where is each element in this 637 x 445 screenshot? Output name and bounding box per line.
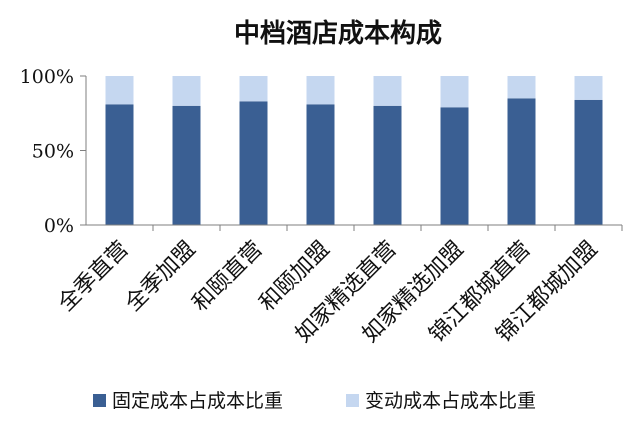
bars <box>105 76 603 225</box>
chart-title: 中档酒店成本构成 <box>234 19 442 49</box>
bar-fixed-7 <box>507 98 536 225</box>
legend-swatch-variable <box>346 394 359 407</box>
bar-variable-7 <box>507 76 536 99</box>
x-tick-label: 和颐直营 <box>188 237 268 317</box>
legend-swatch-fixed <box>93 394 106 407</box>
y-tick-label: 100% <box>20 66 74 88</box>
bar-fixed-8 <box>574 99 603 225</box>
y-tick-label: 0% <box>44 215 74 237</box>
bar-fixed-2 <box>172 105 201 225</box>
x-tick-label: 全季直营 <box>54 237 134 317</box>
bar-fixed-1 <box>105 104 134 225</box>
y-axis: 0% 50% 100% <box>20 66 87 237</box>
bar-fixed-5 <box>373 105 402 225</box>
bar-fixed-3 <box>239 101 268 225</box>
bar-fixed-4 <box>306 104 335 225</box>
x-tick-label: 全季加盟 <box>121 237 201 317</box>
bar-variable-6 <box>440 76 469 108</box>
bar-variable-8 <box>574 76 603 100</box>
bar-variable-1 <box>105 76 134 105</box>
bar-fixed-6 <box>440 107 469 225</box>
bar-variable-5 <box>373 76 402 106</box>
legend-label-fixed: 固定成本占成本比重 <box>112 390 283 412</box>
legend: 固定成本占成本比重 变动成本占成本比重 <box>93 390 536 412</box>
bar-variable-2 <box>172 76 201 106</box>
legend-label-variable: 变动成本占成本比重 <box>365 390 536 412</box>
bar-variable-4 <box>306 76 335 105</box>
bar-variable-3 <box>239 76 268 102</box>
y-tick-label: 50% <box>32 141 74 163</box>
